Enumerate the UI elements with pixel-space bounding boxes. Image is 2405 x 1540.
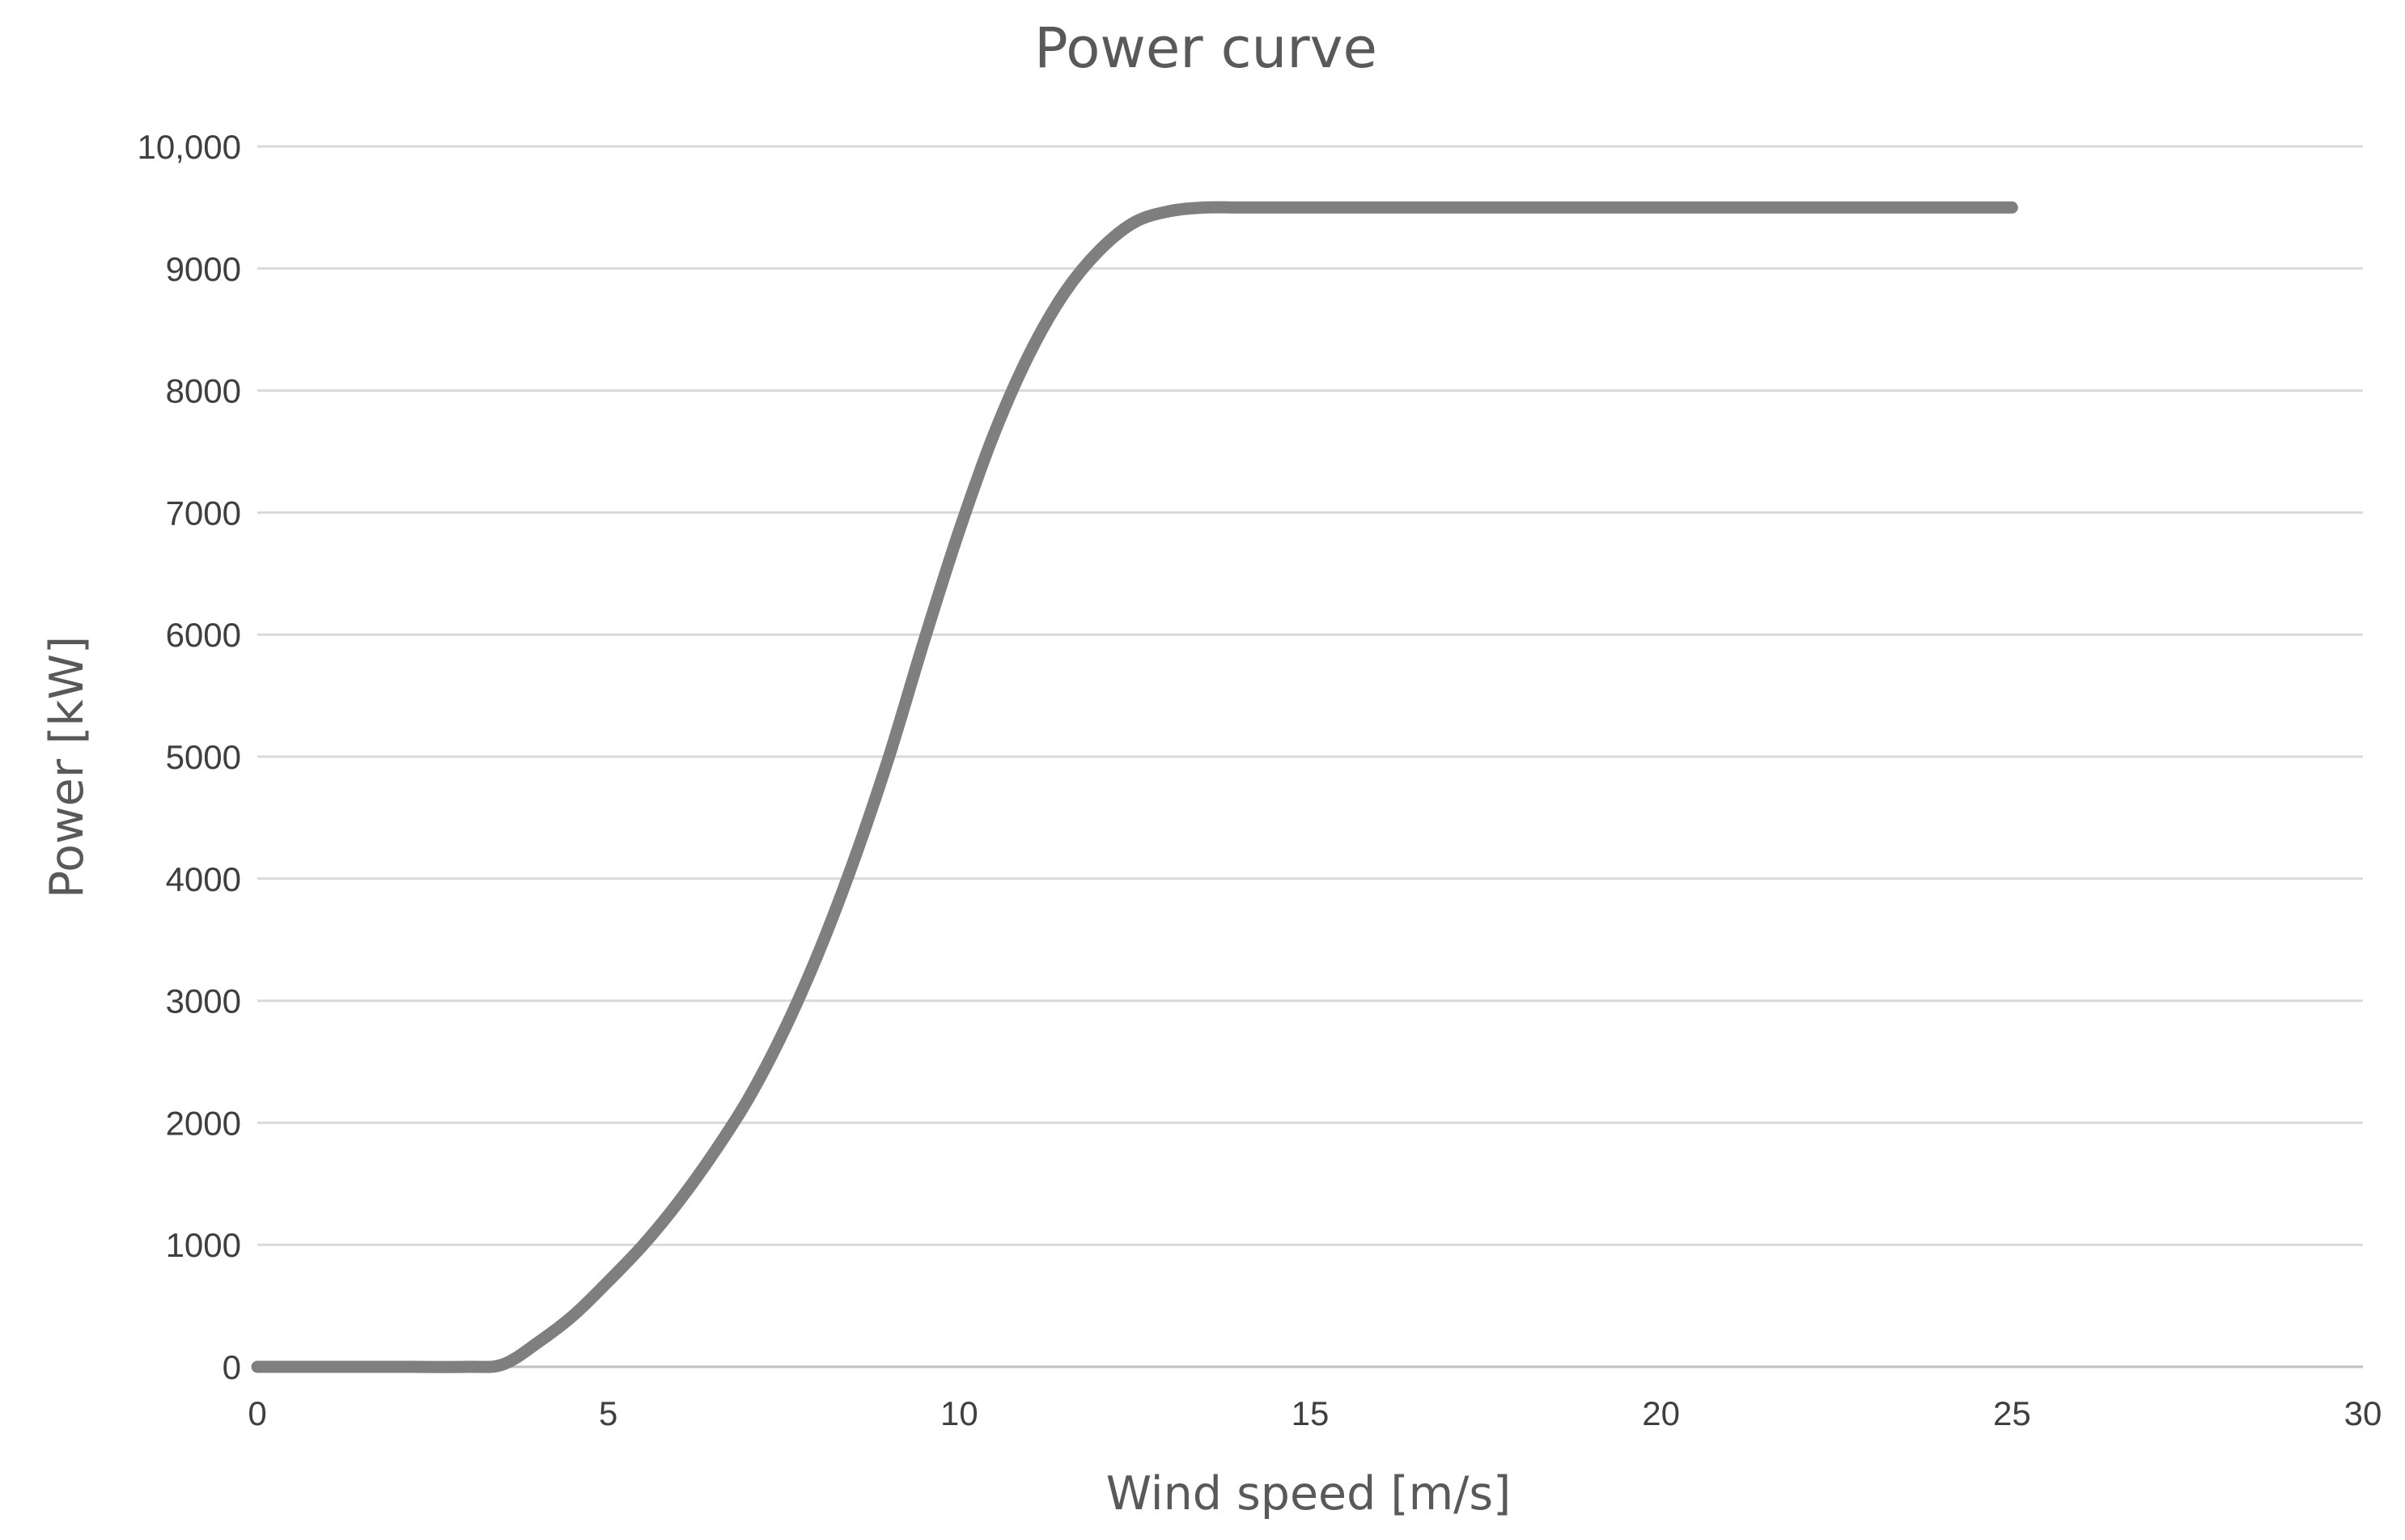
- x-axis-ticks: 0 5 10 15 20 25 30: [248, 1394, 2382, 1432]
- y-tick-label: 5000: [166, 738, 241, 776]
- series-line-0: [251, 201, 2018, 1373]
- y-tick-label: 10,000: [138, 128, 241, 166]
- y-tick-label: 8000: [166, 372, 241, 410]
- x-tick-label: 30: [2344, 1394, 2382, 1432]
- gridlines: [257, 145, 2363, 1246]
- y-axis-label: Power [kW]: [40, 636, 94, 898]
- y-tick-label: 0: [223, 1348, 241, 1386]
- chart-title: Power curve: [1034, 16, 1377, 81]
- x-tick-label: 20: [1642, 1394, 1680, 1432]
- y-tick-label: 1000: [166, 1226, 241, 1264]
- data-series: [251, 201, 2018, 1373]
- y-tick-label: 6000: [166, 616, 241, 654]
- x-axis-label: Wind speed [m/s]: [1106, 1467, 1512, 1521]
- x-tick-label: 15: [1292, 1394, 1330, 1432]
- y-tick-label: 9000: [166, 250, 241, 288]
- y-tick-label: 7000: [166, 494, 241, 532]
- x-tick-label: 5: [599, 1394, 617, 1432]
- y-tick-label: 3000: [166, 982, 241, 1020]
- x-tick-label: 0: [248, 1394, 266, 1432]
- x-tick-label: 10: [940, 1394, 978, 1432]
- y-tick-label: 2000: [166, 1104, 241, 1142]
- y-axis-ticks: 0 1000 2000 3000 4000 5000 6000 7000 8000 9000 10,…: [138, 128, 241, 1386]
- x-tick-label: 25: [1993, 1394, 2031, 1432]
- y-tick-label: 4000: [166, 860, 241, 898]
